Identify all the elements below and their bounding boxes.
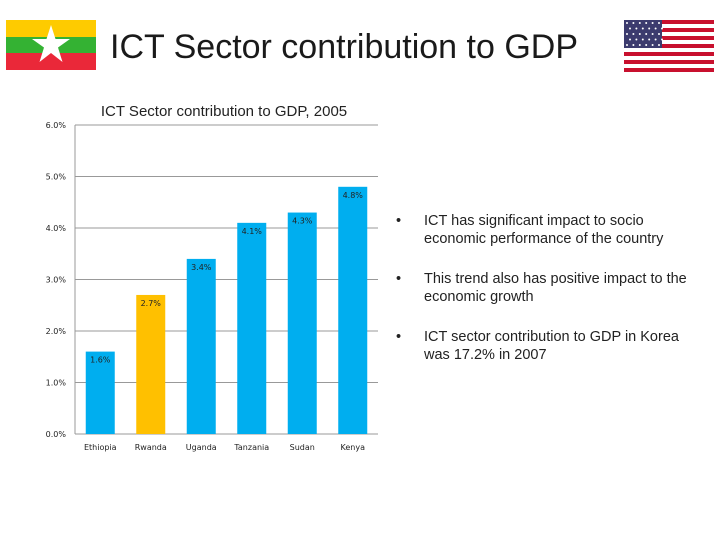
- data-label: 4.3%: [292, 217, 313, 226]
- x-tick-label: Rwanda: [135, 443, 167, 452]
- bar-ethiopia: [85, 351, 115, 434]
- bullet-item: ICT sector contribution to GDP in Korea …: [396, 328, 706, 364]
- data-label: 3.4%: [191, 263, 212, 272]
- y-tick-label: 1.0%: [46, 379, 67, 388]
- x-tick-label: Uganda: [186, 443, 217, 452]
- myanmar-flag-icon: [6, 20, 96, 70]
- data-label: 4.8%: [343, 191, 364, 200]
- chart-title: ICT Sector contribution to GDP, 2005: [101, 103, 347, 120]
- x-tick-label: Kenya: [341, 443, 366, 452]
- data-label: 1.6%: [90, 356, 111, 365]
- bar-uganda: [186, 258, 216, 434]
- us-flag-icon: [624, 20, 714, 72]
- bullet-list: ICT has significant impact to socio econ…: [396, 212, 706, 386]
- x-tick-label: Sudan: [290, 443, 315, 452]
- y-tick-label: 0.0%: [46, 430, 67, 439]
- y-tick-label: 2.0%: [46, 327, 67, 336]
- slide-title: ICT Sector contribution to GDP: [110, 28, 579, 66]
- bar-kenya: [338, 186, 368, 434]
- y-tick-label: 4.0%: [46, 224, 67, 233]
- y-tick-label: 6.0%: [46, 121, 67, 130]
- x-tick-label: Ethiopia: [84, 443, 117, 452]
- data-label: 2.7%: [141, 299, 162, 308]
- x-tick-label: Tanzania: [233, 443, 269, 452]
- bar-rwanda: [136, 294, 166, 434]
- y-tick-label: 3.0%: [46, 276, 67, 285]
- bar-sudan: [287, 212, 317, 434]
- bullet-item: This trend also has positive impact to t…: [396, 270, 706, 306]
- y-tick-label: 5.0%: [46, 173, 67, 182]
- data-label: 4.1%: [242, 227, 263, 236]
- bullet-item: ICT has significant impact to socio econ…: [396, 212, 706, 248]
- bar-tanzania: [237, 222, 267, 434]
